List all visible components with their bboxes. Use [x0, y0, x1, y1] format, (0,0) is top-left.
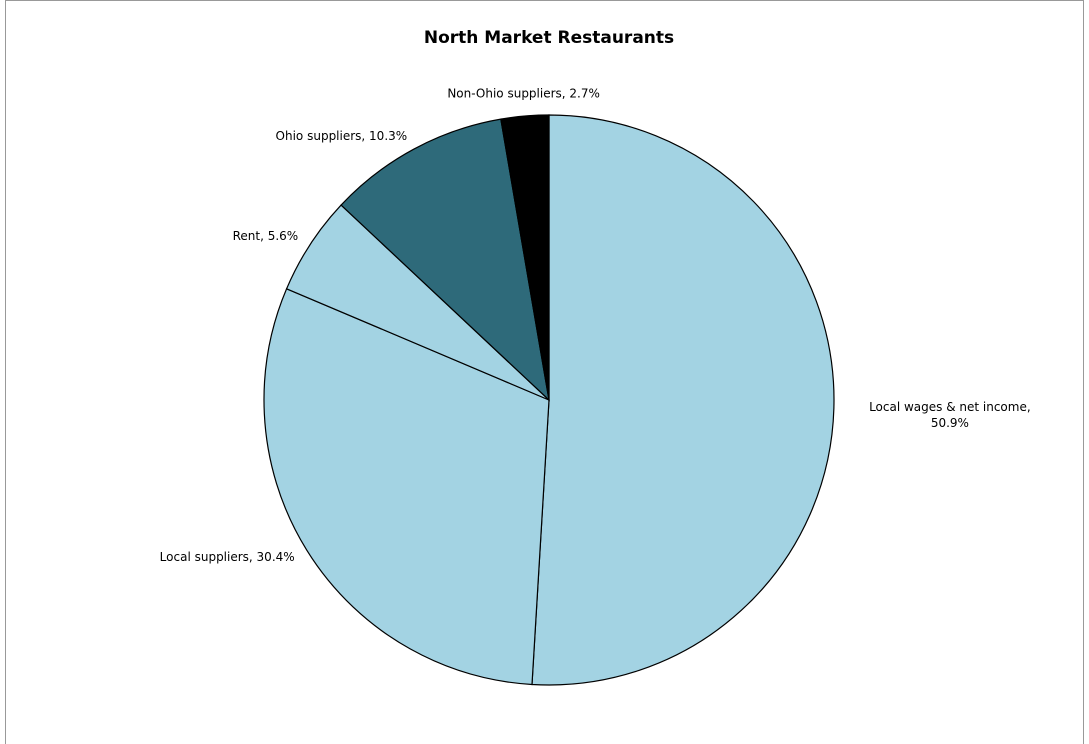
pie-slice	[500, 114, 550, 401]
pie-slice	[340, 118, 550, 402]
pie-slice	[531, 114, 835, 686]
data-label: Local suppliers, 30.4%	[160, 550, 295, 564]
data-label: Rent, 5.6%	[233, 229, 299, 243]
data-label: Non-Ohio suppliers, 2.7%	[447, 86, 600, 100]
data-label: Ohio suppliers, 10.3%	[276, 129, 408, 143]
chart-title: North Market Restaurants	[424, 28, 674, 48]
pie-slice	[263, 287, 550, 686]
data-label: Local wages & net income, 50.9%	[869, 399, 1031, 429]
